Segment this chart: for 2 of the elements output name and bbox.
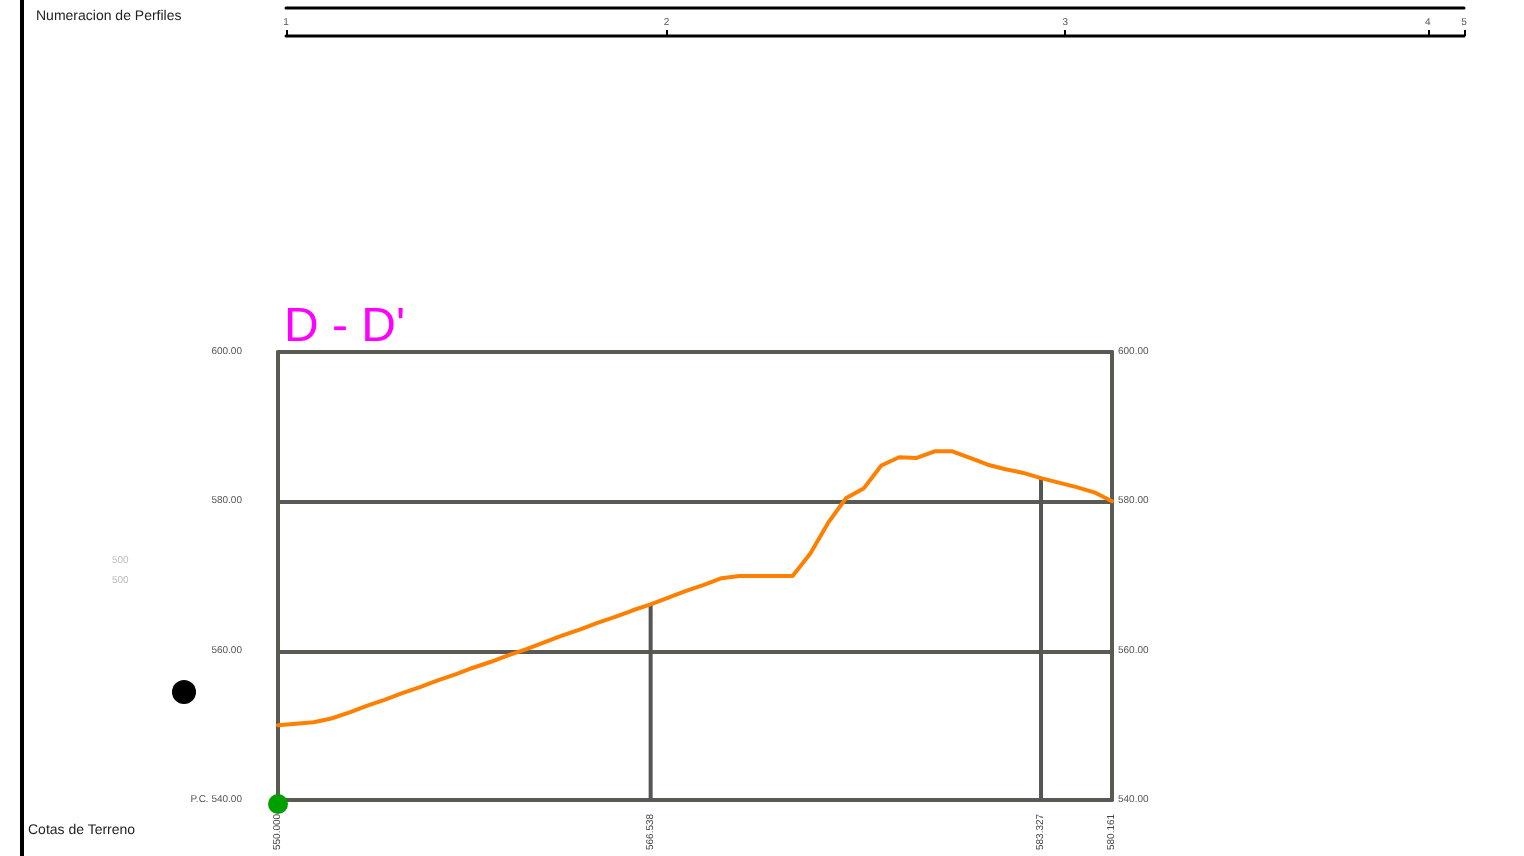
chart-title: D - D' bbox=[284, 299, 406, 353]
line-series bbox=[276, 449, 1114, 728]
